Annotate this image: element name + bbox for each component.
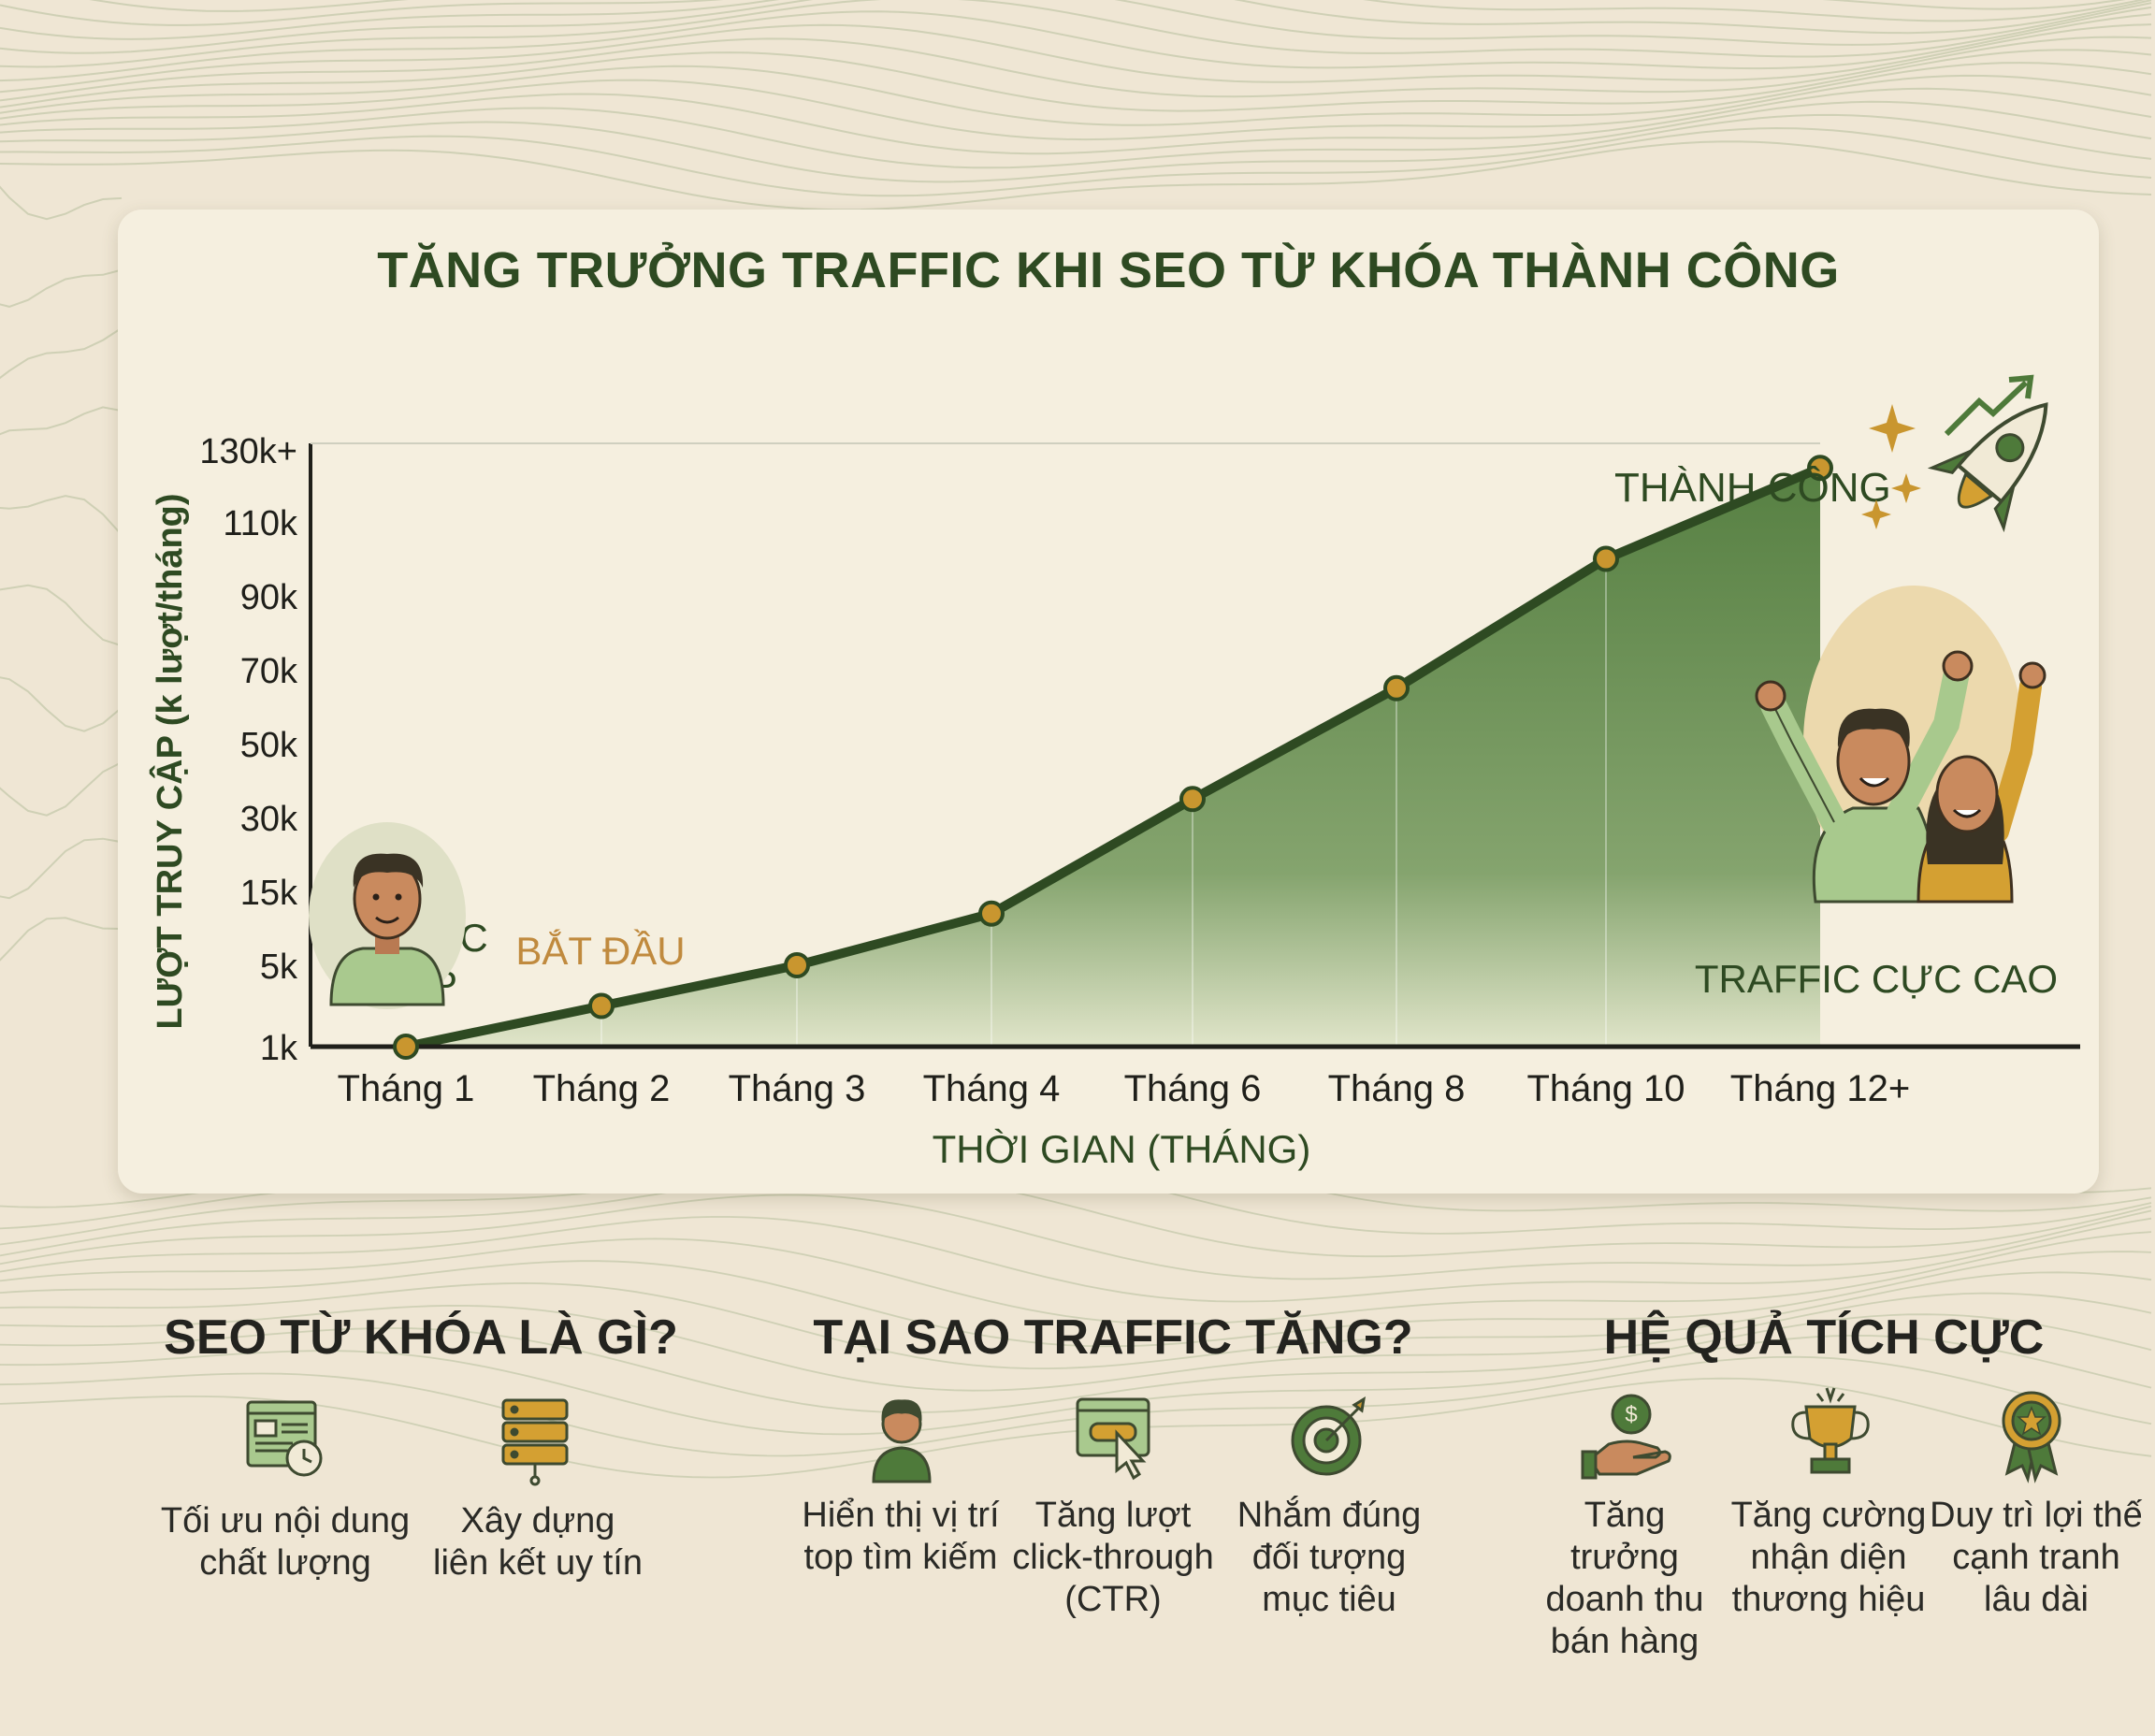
rocket-icon [1927,402,2048,533]
x-tick-label: Tháng 12+ [1730,1068,1910,1109]
x-tick-label: Tháng 2 [533,1068,671,1109]
feature-text: Xây dựng liên kết uy tín [433,1501,643,1583]
section-title: TẠI SAO TRAFFIC TĂNG? [813,1310,1413,1365]
data-point [1179,786,1206,813]
x-axis-title: THỜI GIAN (THÁNG) [933,1127,1311,1171]
section-why-traffic: TẠI SAO TRAFFIC TĂNG? [786,1309,1440,1366]
y-tick-label: 50k [240,726,298,765]
series-line [401,463,1825,1051]
section-what-is-seo: SEO TỪ KHÓA LÀ GÌ? [112,1309,730,1366]
section-positive-results: HỆ QUẢ TÍCH CỰC [1506,1309,2142,1366]
chart-title: TĂNG TRƯỞNG TRAFFIC KHI SEO TỪ KHÓA THÀN… [377,242,1840,298]
y-tick-label: 90k [240,578,298,617]
x-tick-label: Tháng 3 [729,1068,866,1109]
feature-text: Nhắm đúng đối tượng mục tiêu [1237,1496,1422,1619]
x-tick-label: Tháng 6 [1124,1068,1262,1109]
growth-arrow-icon [1944,374,2034,437]
y-tick-label: 15k [240,874,298,913]
sad-person-illustration [309,822,466,1009]
y-tick-label: 130k+ [199,432,297,471]
y-tick-label: 70k [240,652,298,691]
traffic-area-chart: 1k 5k 15k 30k 50k 70k 90k 110k 130k+ Tháng 1 Tháng… [149,374,2080,1171]
x-tick-label: Tháng 4 [923,1068,1061,1109]
data-point [1593,545,1619,572]
x-tick-label: Tháng 1 [338,1068,475,1109]
data-point [393,1034,419,1060]
annotation-high-traffic: TRAFFIC CỰC CAO [1695,957,2058,1001]
sparkle-icon [1861,404,1921,529]
section-title: SEO TỪ KHÓA LÀ GÌ? [164,1310,678,1365]
y-axis-title: LƯỢT TRUY CẬP (k lượt/tháng) [149,493,190,1029]
annotation-start: BẮT ĐẦU [515,928,685,973]
chart-card: TĂNG TRƯỞNG TRAFFIC KHI SEO TỪ KHÓA THÀN… [118,210,2099,1194]
y-tick-label: 30k [240,800,298,839]
annotation-success: THÀNH CÔNG [1614,464,1891,511]
data-point [978,900,1005,927]
feature-text: Hiển thị vị trí top tìm kiếm [802,1496,1000,1577]
y-tick-label: 110k [223,504,298,543]
data-point [588,992,615,1020]
y-tick-label: 1k [260,1029,298,1068]
area-fill [406,468,1820,1047]
happy-people-illustration [1755,586,2047,904]
feature-text: Tăng cường nhận diện thương hiệu [1730,1496,1927,1619]
data-point [784,952,810,978]
data-point [1383,674,1410,702]
feature-text: Tăng trưởng doanh thu bán hàng [1545,1496,1704,1661]
y-tick-label: 5k [260,948,298,987]
feature-text: Duy trì lợi thế cạnh tranh lâu dài [1930,1496,2143,1619]
x-tick-label: Tháng 10 [1526,1068,1685,1109]
section-title: HỆ QUẢ TÍCH CỰC [1603,1310,2045,1365]
feature-text: Tối ưu nội dung chất lượng [160,1501,411,1583]
x-tick-label: Tháng 8 [1328,1068,1466,1109]
feature-text: Tăng lượt click-through (CTR) [1012,1496,1214,1619]
data-point [1807,455,1833,482]
